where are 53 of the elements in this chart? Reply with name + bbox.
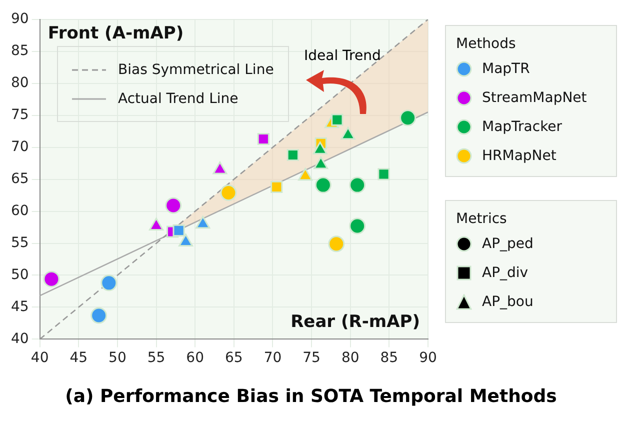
annotation: Ideal Trend (304, 48, 381, 64)
y-tick-label: 90 (10, 11, 29, 28)
y-tick-label: 40 (10, 330, 29, 347)
point (349, 218, 366, 234)
point (349, 176, 366, 194)
point (172, 224, 185, 237)
legend-label: Actual Trend Line (118, 90, 238, 106)
legend-label: HRMapNet (482, 148, 556, 164)
x-tick-label: 75 (302, 350, 320, 366)
y-tick-label: 55 (10, 234, 29, 251)
point (90, 307, 108, 324)
point (400, 110, 416, 126)
text: AP_ped (482, 236, 534, 252)
text: Metrics (456, 211, 508, 227)
x-tick-label: 45 (70, 350, 88, 366)
point (328, 236, 345, 252)
x-tick-label: 40 (30, 350, 49, 366)
point (43, 270, 60, 288)
text: AP_bou (482, 294, 534, 310)
point (257, 132, 270, 146)
point (220, 184, 237, 201)
y-tick-label: 80 (10, 75, 29, 91)
y-tick-label: 60 (10, 202, 29, 219)
x-tick-label: 80 (341, 350, 360, 366)
text: AP_div (482, 264, 528, 280)
x-tick-label: 50 (108, 350, 126, 366)
x-tick-label: 70 (264, 350, 282, 366)
point (100, 274, 118, 292)
point (286, 148, 299, 162)
y-tick-label: 85 (10, 43, 29, 60)
legend-label: Bias Symmetrical Line (118, 62, 274, 78)
y-axis-title: Front (A-mAP) (48, 23, 184, 44)
y-tick-label: 50 (10, 266, 29, 283)
point (165, 197, 182, 214)
point (270, 180, 283, 194)
point (331, 114, 344, 126)
x-tick-label: 90 (419, 350, 437, 366)
x-axis-title: Rear (R-mAP) (290, 312, 420, 332)
x-tick-label: 85 (380, 350, 398, 366)
y-tick-label: 75 (10, 106, 29, 123)
legend-label: MapTracker (482, 118, 562, 134)
legend-label: StreamMapNet (482, 90, 587, 106)
y-tick-label: 70 (10, 138, 29, 155)
legend-label: MapTR (482, 60, 530, 76)
point (378, 168, 390, 180)
x-tick-label: 65 (224, 350, 243, 366)
x-tick-label: 60 (186, 350, 204, 366)
y-tick-label: 45 (10, 298, 29, 315)
legend-title: Methods (456, 36, 517, 52)
x-tick-label: 55 (147, 350, 166, 366)
y-tick-label: 65 (10, 170, 29, 187)
text: (a) Performance Bias in SOTA Temporal Methods (64, 386, 558, 407)
point (314, 176, 332, 194)
